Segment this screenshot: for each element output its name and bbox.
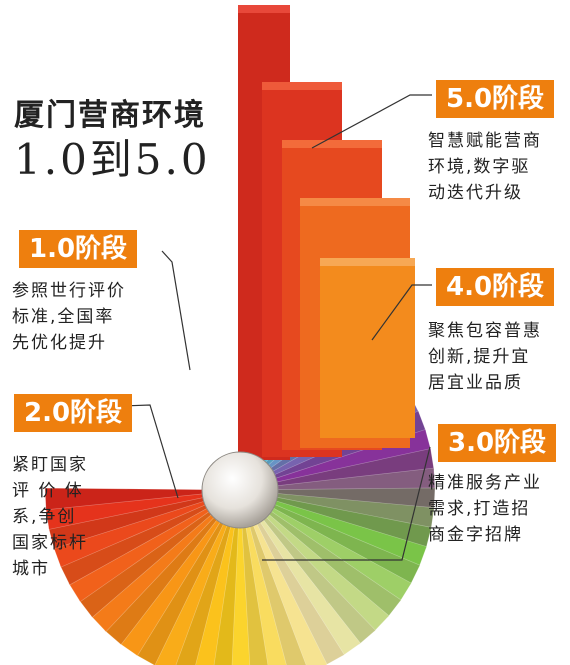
leader-line [161, 250, 191, 371]
stage-2-line: 紧盯国家 [12, 455, 88, 475]
stage-1-line: 标准,全国率 [12, 307, 115, 327]
stage-3-badge: 3.0阶段 [438, 424, 557, 462]
stage-4-line: 聚焦包容普惠 [428, 321, 542, 341]
stair-tread [282, 140, 382, 148]
stair-tread [238, 5, 290, 13]
stage-5-line: 智慧赋能营商 [428, 131, 542, 151]
stage-2-line: 评 价 体 [12, 481, 84, 501]
stage-3-line: 商金字招牌 [428, 525, 523, 545]
stage-3-description: 精准服务产业 需求,打造招 商金字招牌 [428, 470, 542, 548]
stage-3-line: 精准服务产业 [428, 473, 542, 493]
stage-2-line: 城市 [12, 559, 50, 579]
stage-4-badge: 4.0阶段 [436, 268, 555, 306]
stage-2-badge: 2.0阶段 [14, 394, 133, 432]
stage-1-description: 参照世行评价 标准,全国率 先优化提升 [12, 278, 126, 356]
leader-line [262, 446, 431, 561]
stage-2-line: 系,争创 [12, 507, 77, 527]
leader-line [371, 284, 432, 341]
stage-2-description: 紧盯国家 评 价 体 系,争创 国家标杆 城市 [12, 452, 88, 582]
title-line-1: 厦门营商环境 [14, 98, 206, 133]
stage-1-badge: 1.0阶段 [19, 230, 138, 268]
stage-5-line: 环境,数字驱 [428, 157, 531, 177]
tall-steps [238, 5, 415, 460]
title-line-2: 1.0到5.0 [14, 135, 211, 184]
stage-4-line: 创新,提升宜 [428, 347, 531, 367]
stage-5-badge: 5.0阶段 [436, 80, 555, 118]
center-column [201, 451, 279, 529]
stair-riser [320, 258, 415, 438]
stair-tread [320, 258, 415, 266]
stair-tread [300, 198, 410, 206]
stage-3-line: 需求,打造招 [428, 499, 531, 519]
stage-5-line: 动迭代升级 [428, 183, 523, 203]
stage-4-line: 居宜业品质 [428, 373, 523, 393]
stair-tread [262, 82, 342, 90]
stage-1-line: 参照世行评价 [12, 281, 126, 301]
stage-1-line: 先优化提升 [12, 333, 107, 353]
diagram-title: 厦门营商环境 1.0到5.0 [14, 96, 211, 184]
leader-line [311, 94, 432, 149]
stage-5-description: 智慧赋能营商 环境,数字驱 动迭代升级 [428, 128, 542, 206]
stage-2-line: 国家标杆 [12, 533, 88, 553]
stage-4-description: 聚焦包容普惠 创新,提升宜 居宜业品质 [428, 318, 542, 396]
